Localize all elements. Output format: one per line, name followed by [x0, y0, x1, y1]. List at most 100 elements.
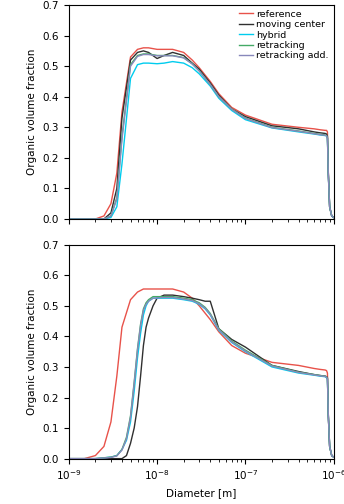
moving center [115, 185, 119, 192]
hybrid [325, 135, 330, 141]
reference [128, 54, 132, 60]
reference [115, 170, 119, 176]
retracking add. [120, 137, 124, 143]
hybrid [155, 60, 159, 67]
Y-axis label: Organic volume fraction: Organic volume fraction [27, 288, 37, 415]
retracking [190, 60, 194, 67]
moving center [324, 131, 329, 137]
retracking [67, 216, 71, 222]
reference [190, 57, 194, 63]
moving center [102, 216, 106, 222]
reference [318, 127, 322, 133]
hybrid [115, 204, 119, 210]
retracking add. [325, 135, 330, 141]
hybrid [330, 213, 334, 219]
retracking add. [332, 214, 336, 220]
hybrid [312, 131, 316, 137]
retracking add. [197, 68, 201, 74]
retracking add. [243, 115, 247, 121]
hybrid [136, 61, 140, 68]
retracking [109, 213, 113, 219]
hybrid [270, 125, 274, 131]
hybrid [208, 83, 212, 89]
Legend: reference, moving center, hybrid, retracking, retracking add.: reference, moving center, hybrid, retrac… [237, 8, 331, 62]
reference [327, 204, 332, 210]
hybrid [109, 214, 113, 220]
reference [93, 216, 97, 222]
reference [197, 65, 201, 71]
retracking [332, 214, 336, 220]
reference [208, 79, 212, 85]
Line: reference: reference [69, 48, 334, 219]
moving center [330, 213, 334, 219]
moving center [325, 134, 330, 140]
hybrid [217, 95, 221, 101]
retracking [147, 51, 151, 57]
reference [182, 49, 186, 55]
retracking [155, 52, 159, 58]
retracking [115, 195, 119, 201]
Line: retracking add.: retracking add. [69, 54, 334, 219]
retracking [270, 124, 274, 131]
hybrid [171, 58, 175, 65]
retracking [182, 54, 186, 60]
moving center [141, 48, 146, 54]
retracking add. [109, 213, 113, 219]
retracking add. [182, 55, 186, 61]
moving center [323, 131, 327, 137]
moving center [243, 113, 247, 119]
retracking add. [230, 106, 234, 112]
reference [147, 45, 151, 51]
moving center [93, 216, 97, 222]
moving center [217, 92, 221, 98]
retracking [128, 61, 132, 68]
hybrid [243, 116, 247, 122]
retracking add. [67, 216, 71, 222]
moving center [182, 52, 186, 58]
Y-axis label: Organic volume fraction: Organic volume fraction [27, 49, 37, 175]
retracking add. [128, 63, 132, 69]
retracking add. [330, 213, 334, 219]
hybrid [120, 161, 124, 167]
reference [136, 46, 140, 52]
retracking add. [155, 53, 159, 59]
reference [330, 213, 334, 219]
retracking add. [162, 53, 166, 59]
moving center [297, 126, 301, 132]
retracking [208, 82, 212, 88]
retracking [197, 68, 201, 74]
reference [326, 170, 330, 176]
reference [323, 128, 327, 134]
reference [325, 129, 330, 135]
hybrid [147, 60, 151, 66]
reference [67, 216, 71, 222]
reference [332, 214, 336, 220]
moving center [190, 60, 194, 66]
retracking add. [217, 94, 221, 100]
retracking [324, 133, 329, 139]
moving center [326, 170, 330, 176]
moving center [147, 49, 151, 55]
reference [162, 46, 166, 52]
retracking add. [115, 196, 119, 202]
retracking add. [318, 132, 322, 138]
retracking add. [136, 53, 140, 59]
moving center [162, 52, 166, 58]
hybrid [230, 107, 234, 113]
retracking [243, 115, 247, 121]
hybrid [162, 60, 166, 66]
hybrid [128, 76, 132, 82]
moving center [67, 216, 71, 222]
moving center [230, 106, 234, 112]
reference [270, 121, 274, 128]
retracking [325, 135, 330, 141]
moving center [332, 214, 336, 220]
moving center [197, 66, 201, 72]
retracking [330, 213, 334, 219]
retracking add. [297, 128, 301, 134]
retracking [171, 52, 175, 58]
retracking add. [102, 216, 106, 222]
Line: moving center: moving center [69, 51, 334, 219]
Line: retracking: retracking [69, 54, 334, 219]
retracking [327, 204, 332, 210]
